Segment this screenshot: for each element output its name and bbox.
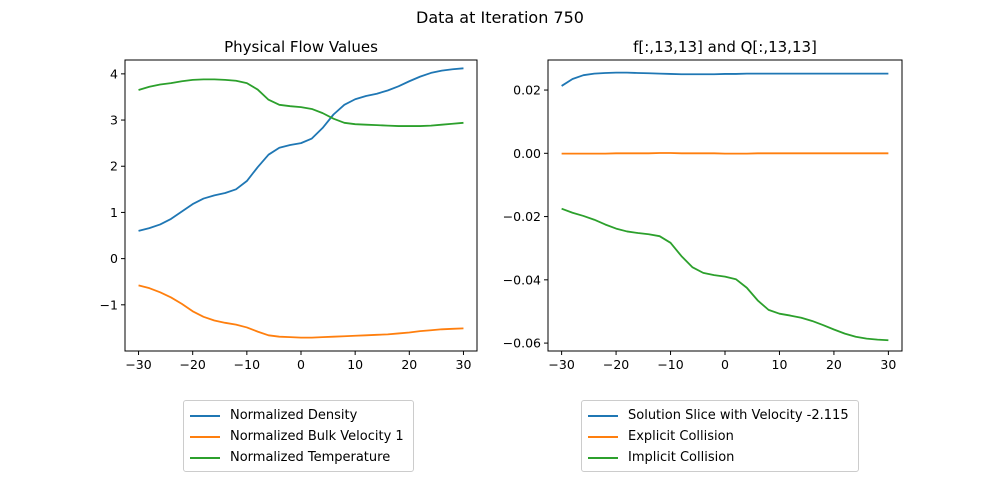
legend-entry-3: Implicit Collision <box>588 447 849 468</box>
series-line-1 <box>138 67 464 232</box>
x-tick-label: −10 <box>234 357 260 372</box>
legend-swatch <box>190 435 220 438</box>
legend-swatch <box>588 414 618 417</box>
x-tick-label: 20 <box>401 357 417 372</box>
legend-entry-3: Normalized Temperature <box>190 447 404 468</box>
legend-entry-1: Normalized Density <box>190 405 404 426</box>
plot-title: Physical Flow Values <box>224 38 378 56</box>
y-tick-label: 4 <box>110 66 118 81</box>
x-tick-label: 10 <box>772 357 788 372</box>
y-tick-label: −0.06 <box>503 336 541 351</box>
plot-title: f[:,13,13] and Q[:,13,13] <box>633 38 817 56</box>
x-tick-label: 10 <box>347 357 363 372</box>
x-tick-label: −20 <box>179 357 205 372</box>
legend-entry-2: Normalized Bulk Velocity 1 <box>190 426 404 447</box>
x-tick-label: −20 <box>603 357 629 372</box>
x-tick-label: 30 <box>456 357 472 372</box>
x-tick-label: −10 <box>657 357 683 372</box>
legend-label: Normalized Density <box>230 408 358 423</box>
y-tick-label: 0 <box>110 251 118 266</box>
legend-entry-2: Explicit Collision <box>588 426 849 447</box>
y-tick-label: 2 <box>110 159 118 174</box>
series-line-2 <box>138 284 464 339</box>
x-tick-label: −30 <box>548 357 574 372</box>
figure-title: Data at Iteration 750 <box>416 8 584 27</box>
y-tick-label: 1 <box>110 205 118 220</box>
y-tick-label: 3 <box>110 113 118 128</box>
y-tick-label: −0.04 <box>503 272 541 287</box>
x-tick-label: −30 <box>125 357 151 372</box>
legend-label: Normalized Bulk Velocity 1 <box>230 429 404 444</box>
y-tick-label: 0.02 <box>513 83 541 98</box>
axes-frame <box>124 59 478 352</box>
x-tick-label: 30 <box>880 357 896 372</box>
series-line-2 <box>561 152 889 155</box>
series-line-3 <box>561 207 889 342</box>
legend-swatch <box>190 456 220 459</box>
legend-label: Solution Slice with Velocity -2.115 <box>628 408 849 423</box>
legend-swatch <box>190 414 220 417</box>
legend-entry-1: Solution Slice with Velocity -2.115 <box>588 405 849 426</box>
x-tick-label: 0 <box>297 357 305 372</box>
legend-swatch <box>588 435 618 438</box>
series-line-3 <box>138 78 464 127</box>
left-plot-physical-flow: Physical Flow Values−30 −20 −10 0 10 20 30−101… <box>100 38 478 372</box>
series-line-1 <box>561 71 889 87</box>
x-tick-label: 20 <box>826 357 842 372</box>
right-legend: Solution Slice with Velocity -2.115 Expli… <box>581 400 859 472</box>
axes-frame <box>547 59 903 352</box>
legend-swatch <box>588 456 618 459</box>
x-tick-label: 0 <box>721 357 729 372</box>
left-legend: Normalized Density Normalized Bulk Veloci… <box>183 400 414 472</box>
y-tick-label: 0.00 <box>513 146 541 161</box>
y-tick-label: −0.02 <box>503 209 541 224</box>
legend-label: Explicit Collision <box>628 429 734 444</box>
y-tick-label: −1 <box>100 297 118 312</box>
right-plot-f-and-q: f[:,13,13] and Q[:,13,13] −30 −20 −10 0 10 20 3… <box>503 38 903 372</box>
legend-label: Implicit Collision <box>628 450 735 465</box>
legend-label: Normalized Temperature <box>230 450 391 465</box>
